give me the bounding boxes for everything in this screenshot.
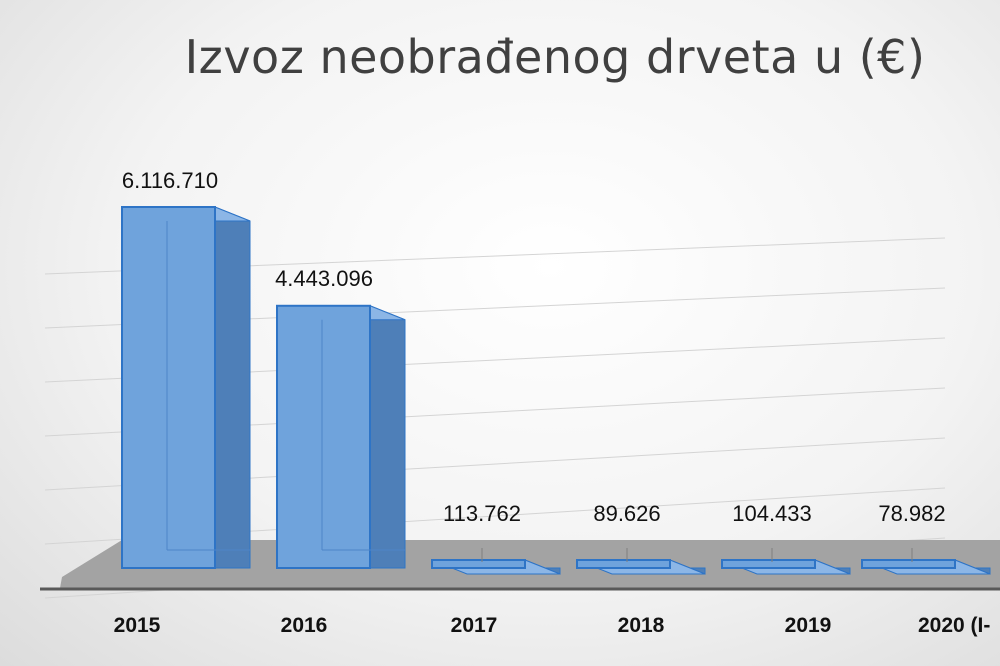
data-label: 113.762 [443, 501, 521, 526]
x-tick-label: 2018 [618, 614, 665, 637]
category-labels: 2015 2016 2017 2018 2019 2020 (I- [114, 614, 991, 637]
bar-2018 [576, 548, 706, 575]
bar-series [121, 206, 991, 575]
bar-front [121, 206, 216, 569]
bar-2017 [431, 548, 561, 575]
bar-front [861, 559, 956, 569]
bar-front [576, 559, 671, 569]
bar-side [214, 206, 251, 569]
data-label: 4.443.096 [275, 266, 373, 291]
x-tick-label: 2016 [281, 614, 328, 637]
data-label: 89.626 [593, 501, 660, 526]
bar-2020I [861, 548, 991, 575]
x-tick-label: 2015 [114, 614, 161, 637]
bar-front [721, 559, 816, 569]
bar-2015 [121, 206, 251, 569]
data-label: 6.116.710 [122, 168, 218, 193]
bar-2019 [721, 548, 851, 575]
x-tick-label: 2019 [785, 614, 832, 637]
bar-2016 [276, 304, 406, 569]
bar-side [369, 305, 406, 569]
bar-front [276, 304, 371, 569]
chart-title: Izvoz neobrađenog drveta u (€) [184, 30, 926, 84]
data-label: 78.982 [878, 501, 945, 526]
x-tick-label: 2017 [451, 614, 498, 637]
data-labels: 6.116.710 4.443.096 113.762 89.626 104.433 78… [122, 168, 946, 526]
x-tick-label: 2020 (I- [918, 614, 990, 637]
data-label: 104.433 [732, 501, 812, 526]
bar-front [431, 559, 526, 569]
